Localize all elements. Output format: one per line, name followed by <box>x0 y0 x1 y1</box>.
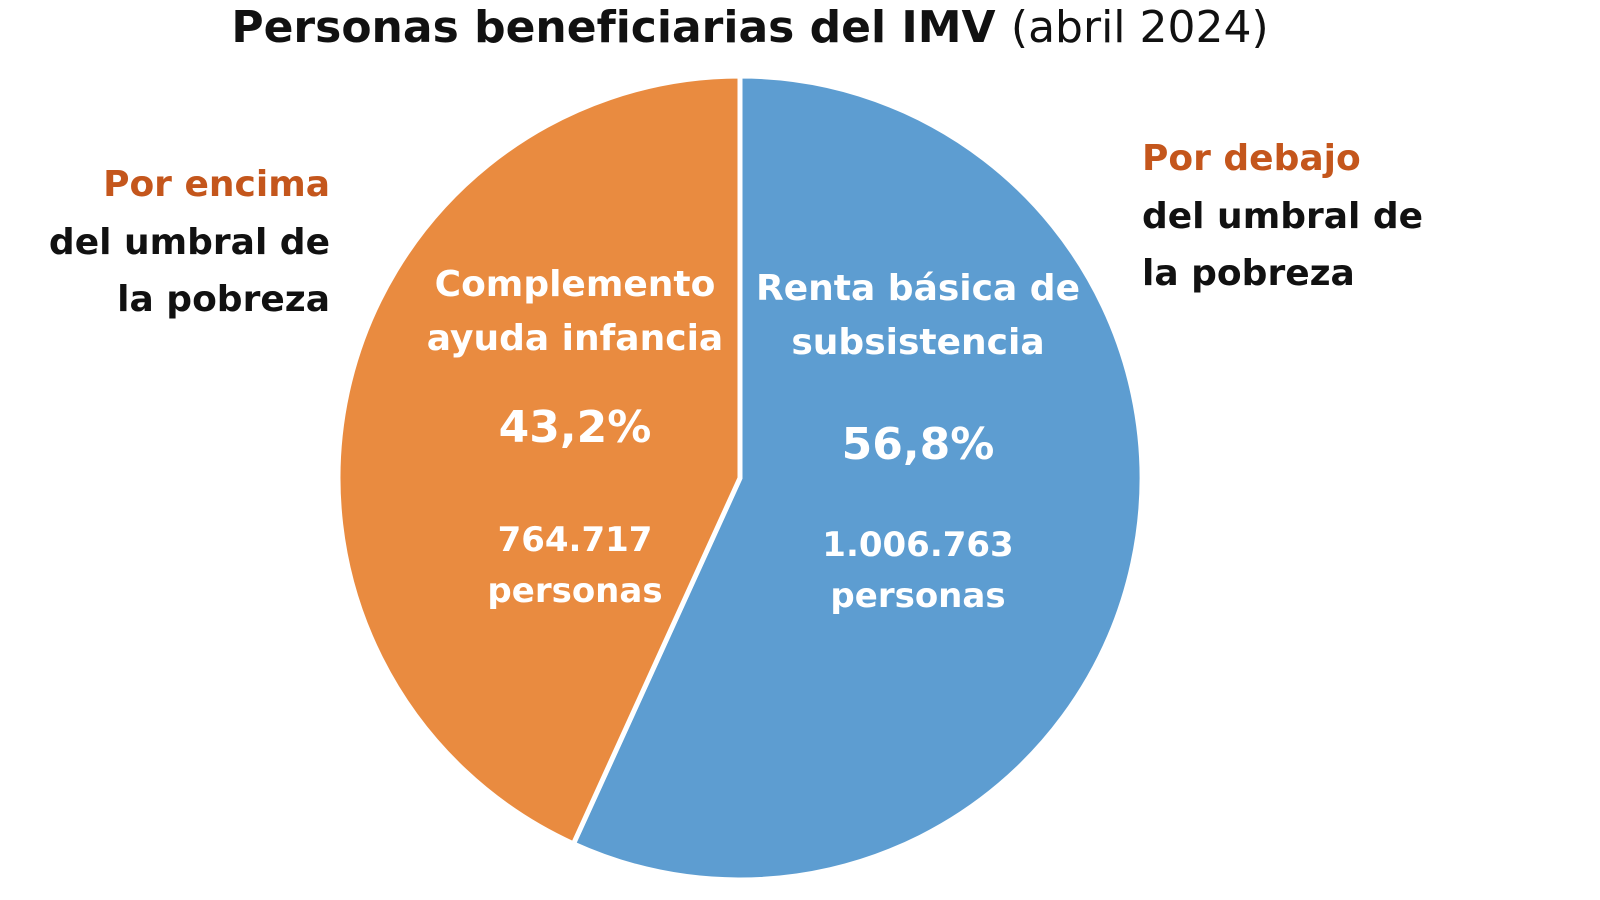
annotation-text: del umbral de la pobreza <box>1142 195 1424 295</box>
slice-value-label: 43,2% <box>498 402 652 453</box>
pie-slice <box>335 73 743 848</box>
slice-category-label: Renta básica de subsistencia <box>756 268 1080 363</box>
annotation: Por encima del umbral de la pobreza <box>30 156 330 329</box>
annotation-highlight: Por encima <box>103 164 330 205</box>
chart-subtitle: (abril 2024) <box>1010 2 1269 53</box>
slice-value-label: 56,8% <box>841 419 995 470</box>
pie-slice <box>570 73 1145 883</box>
annotation-highlight: Por debajo <box>1142 138 1361 179</box>
annotation-text: del umbral de la pobreza <box>48 221 330 321</box>
chart-title-block: Personas beneficiarias del IMV (abril 20… <box>0 2 1500 53</box>
annotation: Por debajo del umbral de la pobreza <box>1142 130 1432 303</box>
slice-count-label: 1.006.763 personas <box>822 525 1014 616</box>
slice-category-label: Complemento ayuda infancia <box>426 264 724 359</box>
slice-count-label: 764.717 personas <box>487 520 663 611</box>
chart-title: Personas beneficiarias del IMV <box>231 2 996 53</box>
